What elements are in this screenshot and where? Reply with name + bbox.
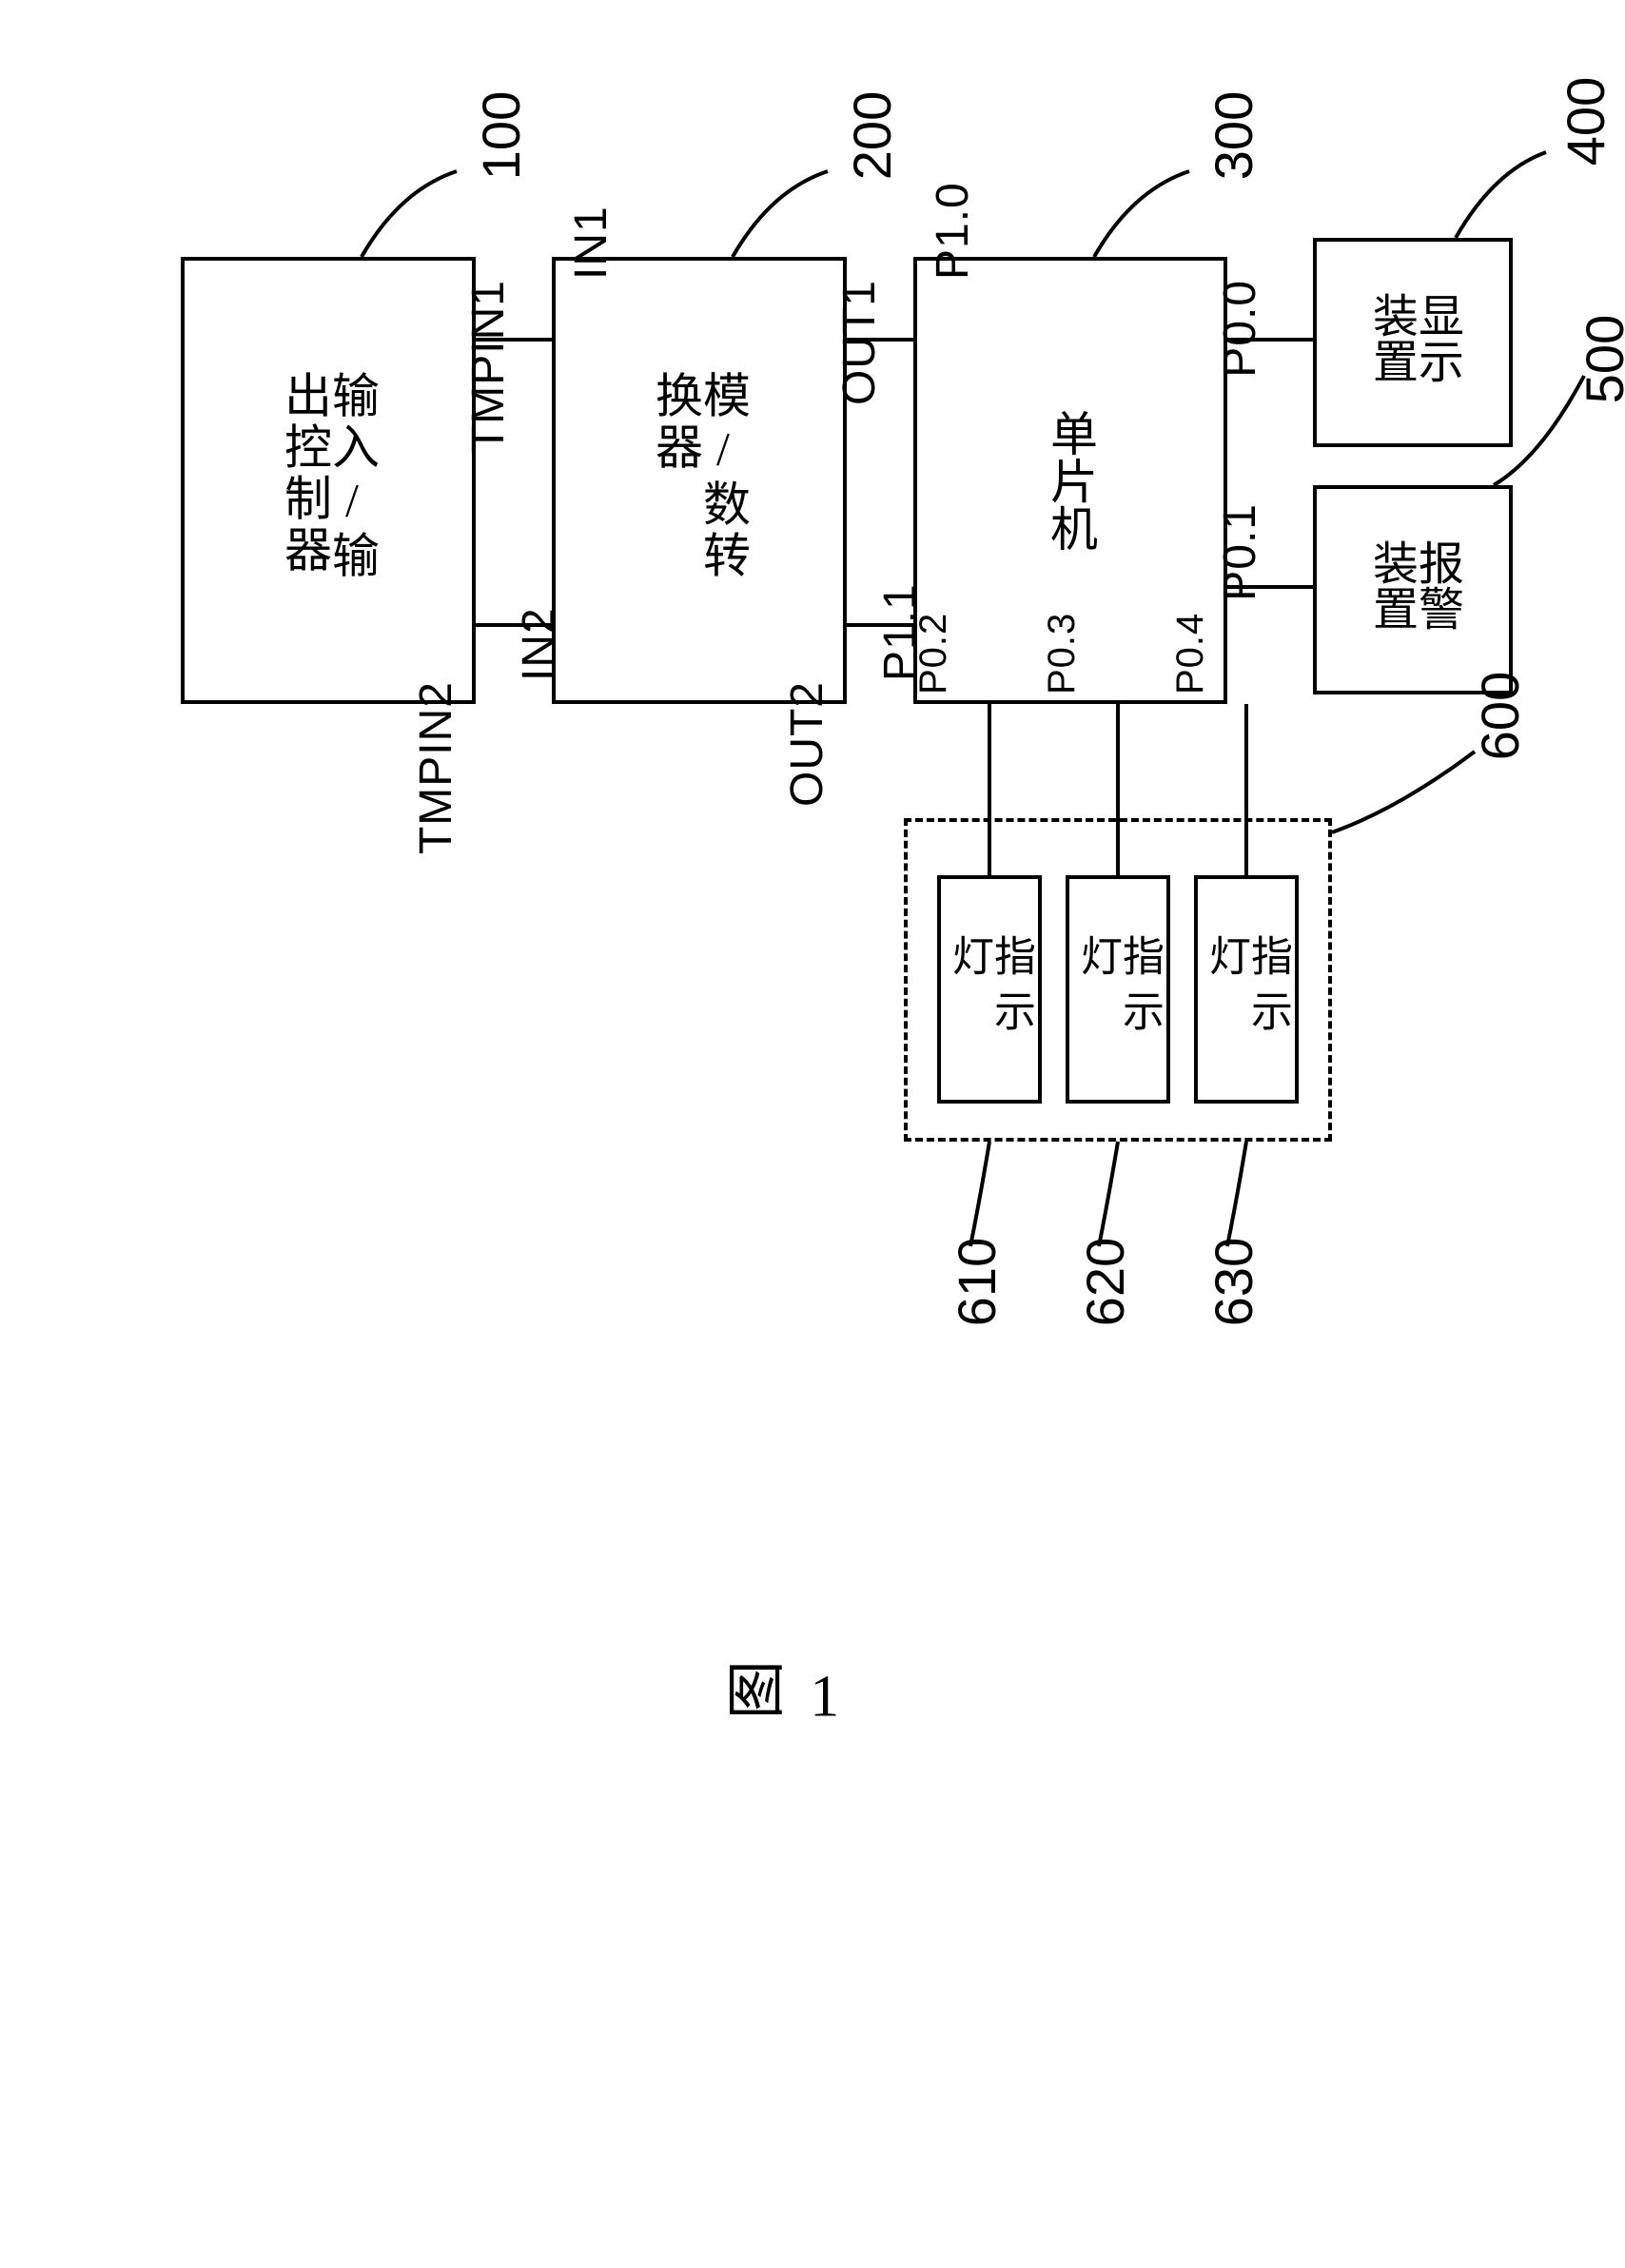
adc-pin-in2: IN2 [513, 607, 565, 681]
mcu-pin-p02: P0.2 [912, 613, 955, 694]
wire-mcu-led2 [1116, 704, 1120, 875]
led2-block: 指示灯 [1066, 875, 1170, 1104]
wire-io-adc-top [476, 338, 552, 342]
led1-label: 指示灯 [948, 934, 1031, 1045]
mcu-pin-p04: P0.4 [1169, 613, 1212, 694]
adc-block: 模/数转换器 IN1 IN2 OUT1 OUT2 [552, 257, 847, 704]
leader-200 [733, 152, 847, 266]
io-pin-tmpin2: TMPIN2 [410, 681, 462, 854]
ref-600: 600 [1469, 672, 1531, 760]
ref-200: 200 [841, 91, 903, 180]
leader-400 [1456, 133, 1570, 247]
page: 输入/输出控制器 TMPIN1 TMPIN2 100 模/数转换器 IN1 IN… [0, 0, 1625, 2268]
ref-300: 300 [1203, 91, 1264, 180]
mcu-pin-p10: P1.0 [927, 182, 979, 280]
io-controller-block: 输入/输出控制器 TMPIN1 TMPIN2 [181, 257, 476, 704]
wire-mcu-display [1227, 338, 1313, 342]
diagram: 输入/输出控制器 TMPIN1 TMPIN2 100 模/数转换器 IN1 IN… [76, 133, 1560, 2131]
adc-pin-out1: OUT1 [833, 280, 886, 405]
wire-io-adc-bot [476, 623, 552, 627]
wire-mcu-led1 [988, 704, 991, 875]
led3-label: 指示灯 [1204, 934, 1288, 1045]
alarm-block: 报警装置 [1313, 485, 1513, 694]
led1-block: 指示灯 [937, 875, 1042, 1104]
alarm-label: 报警装置 [1367, 539, 1459, 640]
leader-100 [362, 152, 476, 266]
ref-400: 400 [1555, 77, 1616, 166]
figure-caption: 图 1 [725, 1653, 846, 1739]
ref-610: 610 [946, 1238, 1008, 1326]
adc-label: 模/数转换器 [652, 371, 747, 591]
led2-label: 指示灯 [1076, 934, 1160, 1045]
mcu-block: 单片机 P1.0 P1.1 P0.0 P0.1 P0.2 P0.3 P0.4 [913, 257, 1227, 704]
leader-600 [1332, 742, 1484, 856]
ref-620: 620 [1074, 1238, 1136, 1326]
wire-adc-mcu-bot [847, 623, 913, 627]
display-block: 显示装置 [1313, 238, 1513, 447]
wire-mcu-led3 [1244, 704, 1248, 875]
leader-300 [1094, 152, 1208, 266]
mcu-pin-p03: P0.3 [1041, 613, 1084, 694]
wire-adc-mcu-top [847, 338, 913, 342]
display-label: 显示装置 [1367, 292, 1459, 393]
wire-mcu-alarm [1227, 585, 1313, 589]
ref-100: 100 [470, 91, 532, 180]
adc-pin-in1: IN1 [565, 205, 617, 280]
mcu-pin-p00: P0.0 [1214, 280, 1266, 378]
ref-500: 500 [1574, 315, 1625, 403]
adc-pin-out2: OUT2 [781, 681, 833, 807]
led3-block: 指示灯 [1194, 875, 1299, 1104]
io-pin-tmpin1: TMPIN1 [462, 280, 515, 453]
io-controller-label: 输入/输出控制器 [281, 371, 376, 591]
mcu-label: 单片机 [1047, 409, 1094, 552]
ref-630: 630 [1203, 1238, 1264, 1326]
